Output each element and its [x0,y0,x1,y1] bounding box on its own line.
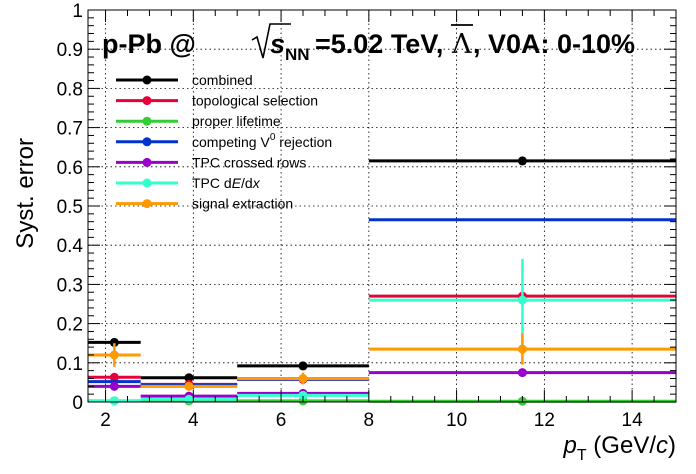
legend-marker [142,96,152,106]
legend-label: TPC crossed rows [192,154,306,170]
series-marker [298,390,308,400]
legend-label-main: competing V [192,134,270,150]
x-axis-title-p: p [563,432,577,459]
y-axis-title: Syst. error [12,138,39,249]
series-marker [109,350,119,360]
y-tick-label: 0.4 [57,236,84,257]
legend-marker [142,178,152,188]
series-marker [298,373,308,383]
x-tick-label: 12 [534,410,555,431]
legend-entry-3: competing V0 rejection [116,132,332,150]
title-particle-group: Λ [451,24,473,60]
series-marker [517,156,527,166]
series-marker [517,295,527,305]
legend-marker [142,137,152,147]
chart-title: p-Pb @ [102,29,196,59]
series-marker [298,361,308,371]
series-6 [88,333,676,391]
legend-entry-5: TPC dE/dx [116,175,261,191]
legend-label: proper lifetime [192,113,281,129]
legend-label-rest: rejection [275,134,332,150]
title-sqrt-sub: NN [285,45,310,64]
title-particle: Λ [451,29,472,60]
legend-marker [142,199,152,209]
x-axis-title-unit-c: c [656,432,668,459]
series-marker [184,381,194,391]
legend-label-slash: /d [241,175,253,191]
title-part3: , V0A: 0-10% [473,29,635,59]
y-tick-label: 0.3 [57,275,83,296]
x-tick-label: 2 [100,410,111,431]
axes: 2 4 6 8 10 12 14 0 0.1 0.2 0.3 0.4 0.5 0.6 0.7 0.8 0.9 1 [57,1,677,431]
series-marker [109,396,119,406]
legend-label-e: E [232,175,242,191]
series-5 [88,258,676,406]
y-tick-label: 0.7 [57,119,83,140]
x-tick-label: 10 [446,410,467,431]
title-part2: =5.02 TeV, [315,29,443,59]
y-tick-label: 0.6 [57,158,83,179]
grid-lines [88,10,676,402]
x-axis-title: pT (GeV/c) [563,432,677,464]
sqrt-sign [251,23,291,59]
series-0 [88,156,676,383]
x-tick-label: 6 [276,410,287,431]
series-marker [517,344,527,354]
legend-marker [142,157,152,167]
x-axis-title-unit-close: ) [668,432,676,459]
x-tick-label: 4 [188,410,199,431]
y-tick-label: 0.9 [57,40,83,61]
legend-marker [142,75,152,85]
legend-marker [142,116,152,126]
legend-label: signal extraction [192,196,293,212]
series-marker [109,372,119,382]
y-tick-label: 0.2 [57,315,83,336]
x-axis-title-sub: T [577,447,587,464]
y-tick-label: 0.5 [57,197,83,218]
y-tick-label: 0.1 [57,354,83,375]
legend-label: TPC dE/dx [192,175,261,191]
legend-entry-2: proper lifetime [116,113,281,129]
series-marker [109,337,119,347]
title-part1: p-Pb @ [102,29,196,59]
legend: combined topological selection proper life… [116,72,332,212]
x-axis-title-unit-open: (GeV/ [587,432,657,459]
x-tick-label: 14 [622,410,644,431]
legend-label: combined [192,72,253,88]
series-marker [109,381,119,391]
legend-label: competing V0 rejection [192,132,332,150]
y-tick-label: 1 [72,1,83,22]
x-tick-label: 8 [364,410,375,431]
title-sqrt-group: s NN [251,23,310,64]
legend-entry-0: combined [116,72,253,88]
title-sqrt-s: s [270,29,285,59]
legend-label-sup: 0 [270,132,276,143]
y-tick-label: 0 [72,393,83,414]
legend-label-main: TPC d [192,175,232,191]
legend-entry-4: TPC crossed rows [116,154,306,170]
legend-entry-1: topological selection [116,93,318,109]
legend-label-x: x [252,175,261,191]
series-marker [517,368,527,378]
series-marker [184,373,194,383]
y-tick-label: 0.8 [57,79,83,100]
legend-entry-6: signal extraction [116,196,293,212]
legend-label: topological selection [192,93,318,109]
